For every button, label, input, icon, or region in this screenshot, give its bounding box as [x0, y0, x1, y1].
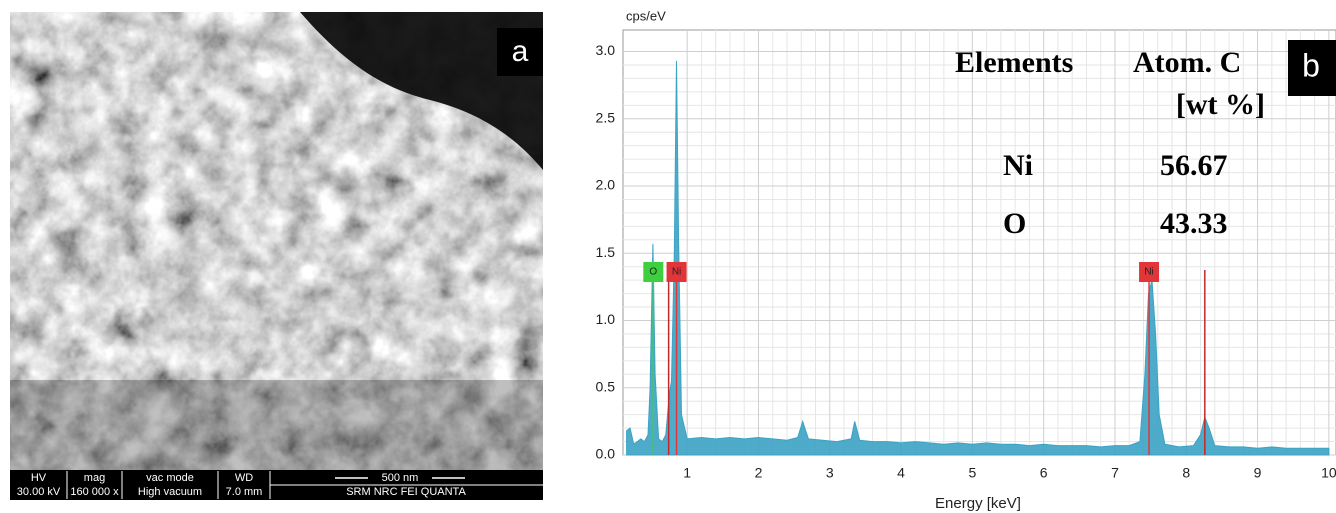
- x-tick-label: 5: [968, 465, 976, 481]
- info-header: mag: [84, 472, 105, 484]
- table-unit: [wt %]: [1176, 88, 1265, 121]
- panel-label-box: [497, 28, 543, 76]
- instrument: SRM NRC FEI QUANTA: [346, 486, 466, 498]
- panel-label-box: [1288, 40, 1336, 96]
- panel-label: a: [512, 35, 529, 68]
- element-marker: [643, 262, 664, 282]
- info-header: WD: [235, 472, 253, 484]
- element-label: O: [649, 267, 657, 278]
- info-bar-text: HV 30.00 kV mag 160 000 x vac mode High vacuu…: [17, 471, 543, 499]
- x-tick-label: 6: [1040, 465, 1048, 481]
- scale-bar-label: 500 nm: [382, 472, 419, 484]
- x-tick-label: 4: [897, 465, 905, 481]
- y-tick-label: 1.0: [596, 311, 616, 327]
- table-header: Atom. C: [1133, 46, 1241, 79]
- info-value: High vacuum: [138, 486, 202, 498]
- element-marker: [1139, 262, 1160, 282]
- y-axis-label: cps/eV: [626, 8, 666, 23]
- info-header: vac mode: [146, 472, 194, 484]
- element-label: Ni: [672, 267, 681, 278]
- x-tick-label: 3: [826, 465, 834, 481]
- scale-bar-gap: [368, 472, 432, 484]
- info-value: 30.00 kV: [17, 486, 61, 498]
- sem-image: [10, 12, 543, 470]
- panel-label: b: [1302, 47, 1320, 83]
- table-cell: Ni: [1003, 149, 1033, 182]
- y-tick-label: 3.0: [596, 42, 616, 58]
- element-label: Ni: [1144, 267, 1153, 278]
- y-tick-label: 0.0: [596, 446, 616, 462]
- table-cell: 43.33: [1160, 207, 1228, 240]
- y-tick-label: 2.5: [596, 109, 616, 125]
- x-tick-label: 8: [1182, 465, 1190, 481]
- y-tick-label: 2.0: [596, 177, 616, 193]
- x-tick-label: 2: [755, 465, 763, 481]
- info-value: 7.0 mm: [226, 486, 263, 498]
- x-tick-label: 7: [1111, 465, 1119, 481]
- element-marker: [666, 262, 687, 282]
- info-value: 160 000 x: [70, 486, 119, 498]
- x-tick-label: 10: [1321, 465, 1336, 481]
- eds-chart: 0.0 0.5 1.0 1.5 2.0 2.5 3.0 1 2 3 4 5 6 7 8 9 10 O Ni Ni: [596, 29, 1336, 481]
- table-header: Elements: [955, 46, 1073, 79]
- table-cell: O: [1003, 207, 1026, 240]
- x-tick-label: 1: [683, 465, 691, 481]
- x-axis-label: Energy [keV]: [935, 495, 1021, 512]
- plot-area: [622, 29, 1336, 456]
- y-tick-label: 0.5: [596, 378, 616, 394]
- table-cell: 56.67: [1160, 149, 1228, 182]
- y-tick-label: 1.5: [596, 244, 616, 260]
- info-header: HV: [31, 472, 47, 484]
- x-tick-label: 9: [1254, 465, 1262, 481]
